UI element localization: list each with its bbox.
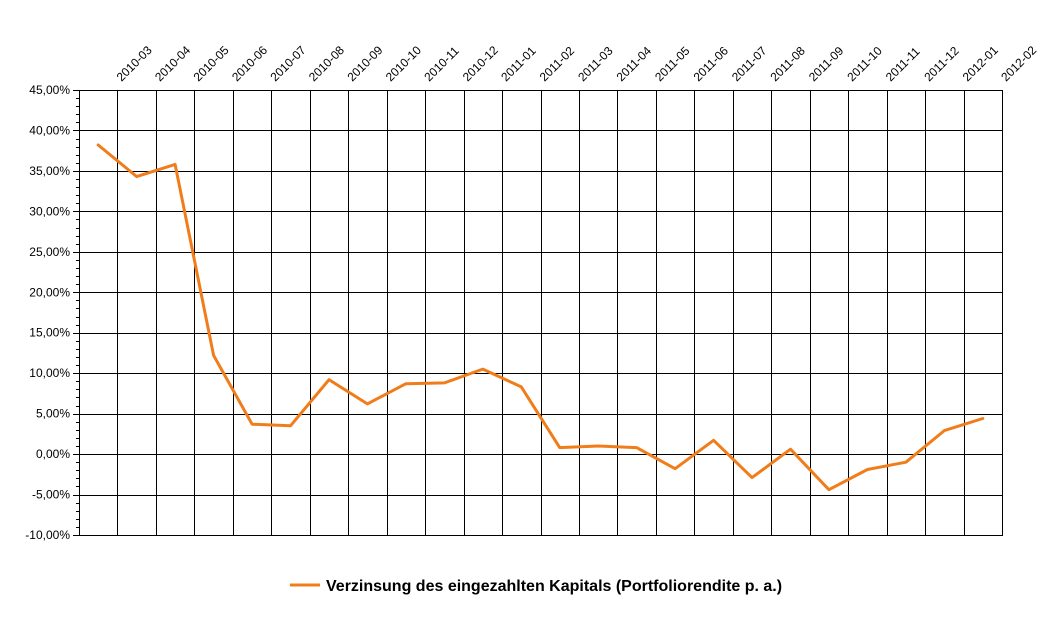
x-tick-label: 2011-12 [921, 43, 962, 84]
x-tick-label: 2011-10 [844, 43, 885, 84]
grid [73, 90, 1003, 536]
x-tick-label: 2010-05 [191, 43, 232, 84]
x-tick-label: 2011-05 [652, 43, 693, 84]
series-group [96, 143, 985, 492]
x-tick-label: 2010-10 [383, 43, 424, 84]
x-tick-label: 2011-02 [537, 43, 578, 84]
x-tick-label: 2010-12 [460, 43, 501, 84]
y-tick-label: 45,00% [29, 83, 70, 97]
x-tick-label: 2011-07 [729, 43, 770, 84]
y-axis-tick-labels: 45,00% 40,00% 35,00% 30,00% 25,00% 20,00% 15,0… [25, 83, 70, 542]
x-tick-label: 2011-08 [767, 43, 808, 84]
x-tick-label: 2011-09 [806, 43, 847, 84]
x-tick-label: 2011-06 [691, 43, 732, 84]
y-tick-label: 30,00% [29, 204, 70, 218]
series-line [96, 143, 985, 492]
x-tick-label: 2011-11 [883, 44, 923, 84]
plot-area-border [79, 90, 1003, 536]
y-tick-label: -10,00% [25, 528, 70, 542]
legend: Verzinsung des eingezahlten Kapitals (Po… [290, 578, 782, 595]
y-tick-label: 20,00% [29, 285, 70, 299]
x-tick-label: 2010-09 [344, 43, 385, 84]
y-tick-label: 40,00% [29, 123, 70, 137]
x-tick-label: 2011-03 [575, 43, 616, 84]
y-tick-label: 5,00% [36, 407, 70, 421]
y-tick-label: -5,00% [32, 488, 70, 502]
x-tick-label: 2010-08 [306, 43, 347, 84]
x-tick-label: 2010-06 [229, 43, 270, 84]
x-tick-label: 2010-03 [114, 43, 155, 84]
y-tick-label: 15,00% [29, 326, 70, 340]
x-tick-label: 2011-04 [614, 43, 655, 84]
y-tick-label: 35,00% [29, 164, 70, 178]
x-tick-label: 2012-02 [998, 43, 1039, 84]
x-tick-label: 2010-11 [421, 43, 462, 84]
legend-label: Verzinsung des eingezahlten Kapitals (Po… [326, 578, 782, 595]
y-tick-label: 25,00% [29, 245, 70, 259]
x-tick-label: 2011-01 [498, 43, 539, 84]
x-tick-label: 2010-04 [152, 43, 193, 84]
x-axis-tick-labels: 2010-032010-042010-052010-062010-072010-… [114, 43, 1040, 84]
plot-area [79, 90, 1003, 536]
x-tick-label: 2010-07 [268, 43, 309, 84]
x-tick-label: 2012-01 [960, 43, 1001, 84]
y-tick-label: 0,00% [36, 447, 70, 461]
y-tick-label: 10,00% [29, 366, 70, 380]
